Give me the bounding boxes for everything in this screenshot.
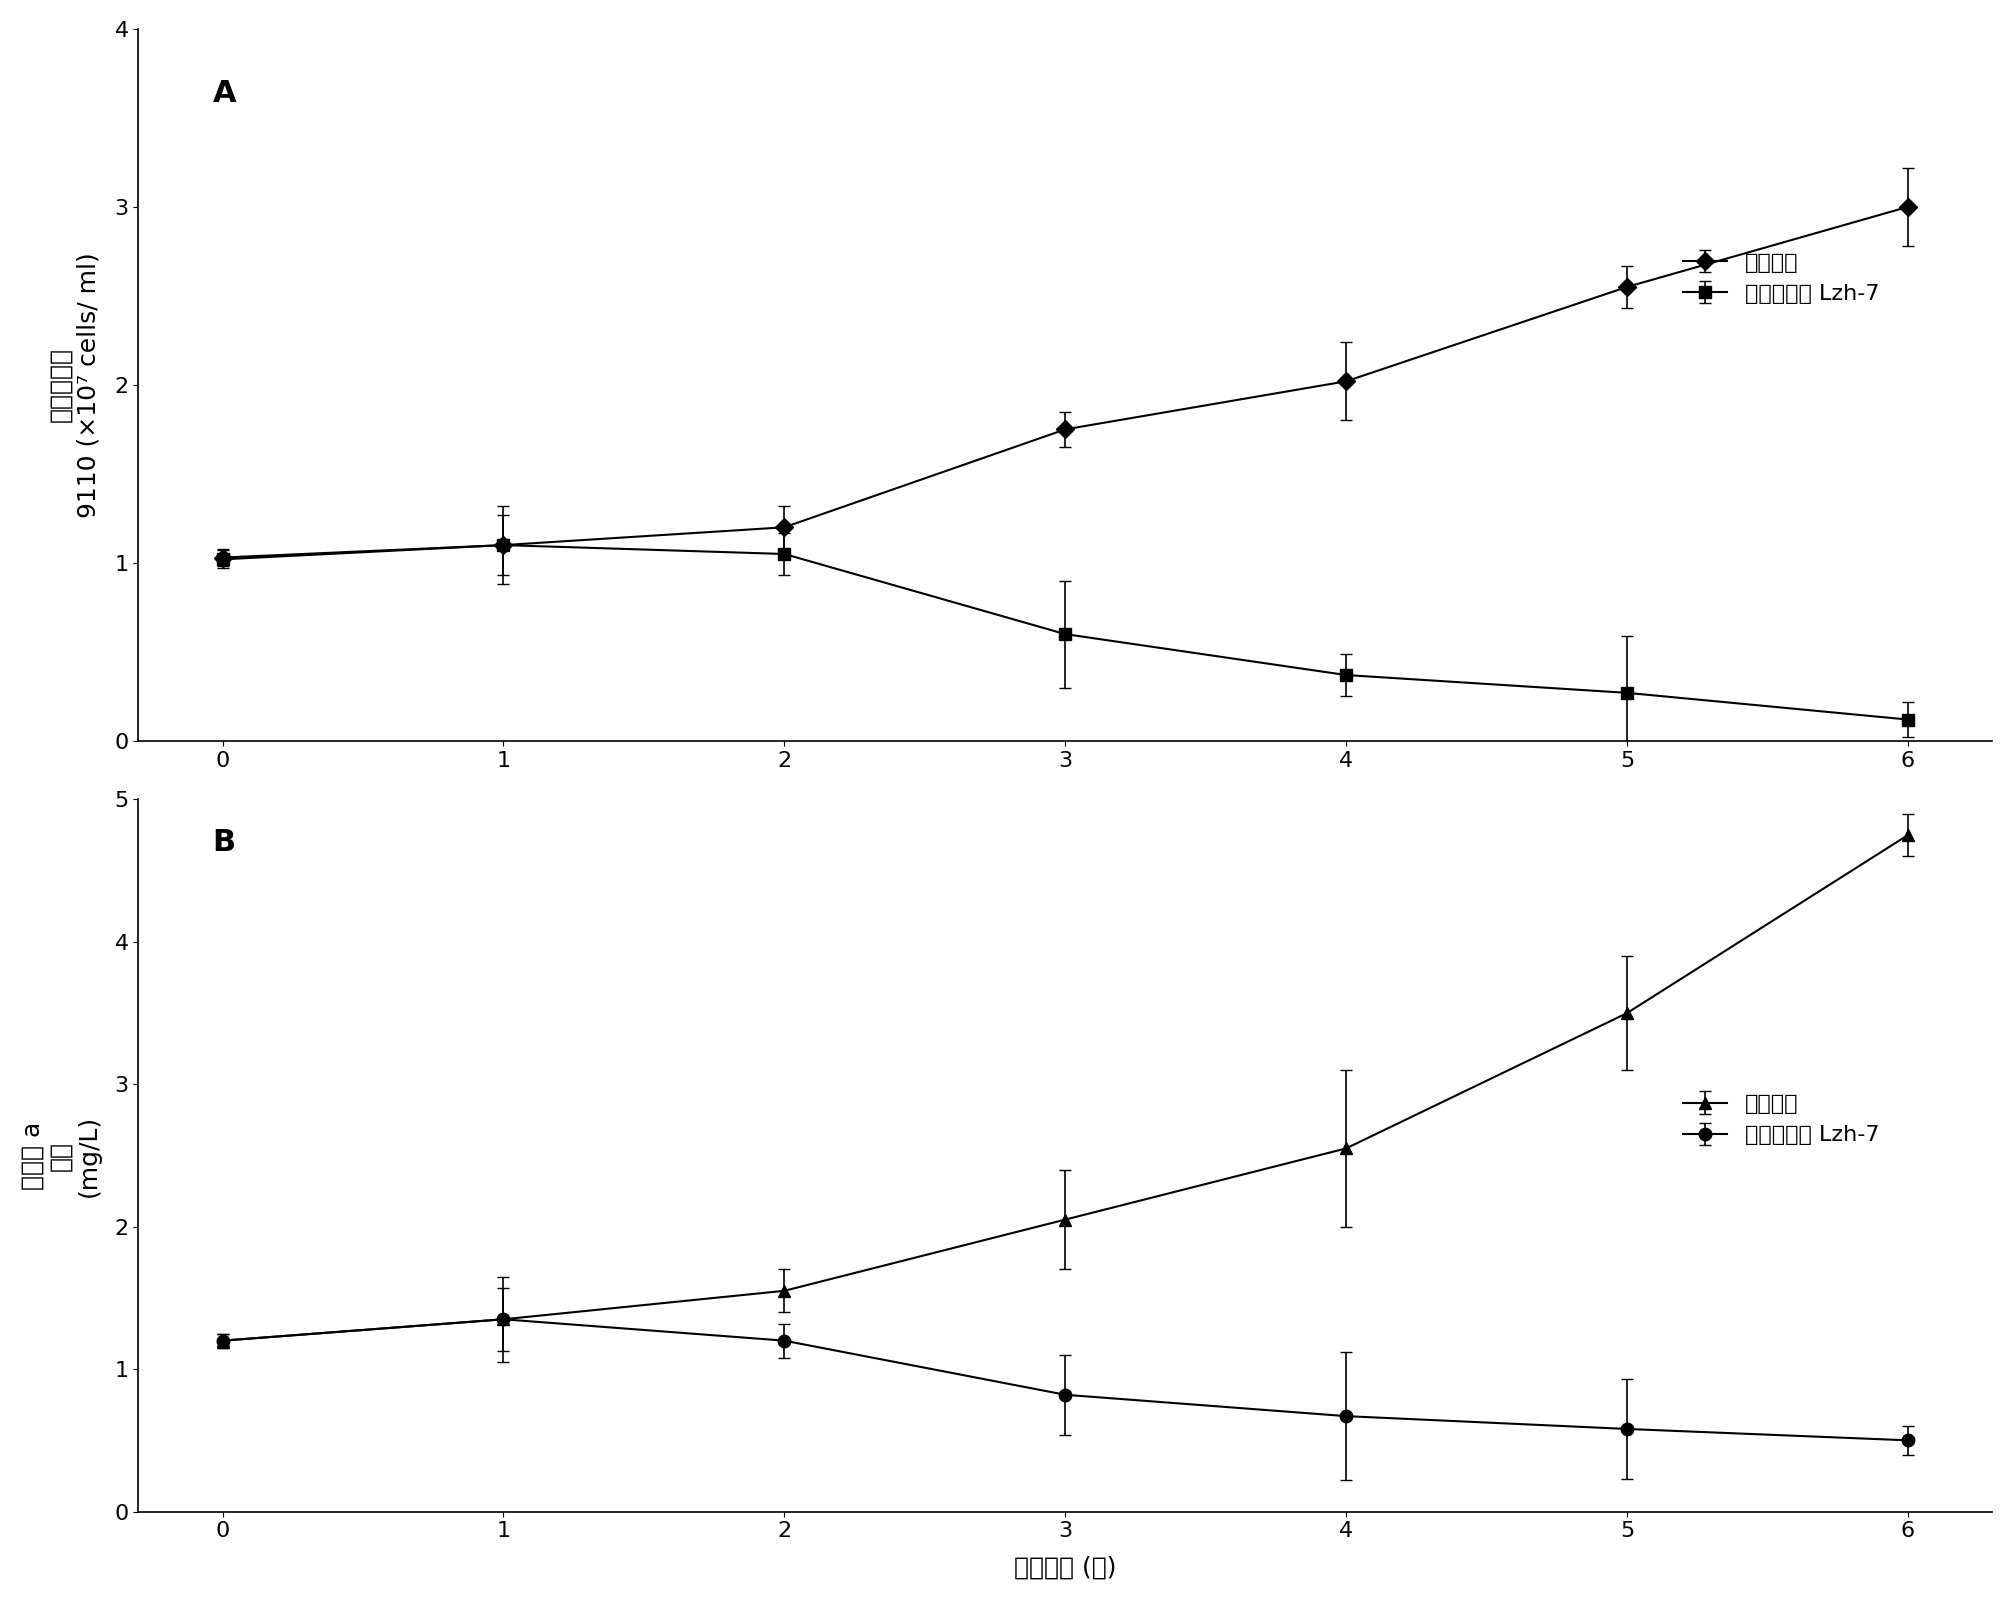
Legend: 空白对照, 寡养单胞菌 Lzh-7: 空白对照, 寡养单胞菌 Lzh-7	[1675, 243, 1888, 312]
Legend: 空白对照, 寡养单胞菌 Lzh-7: 空白对照, 寡养单胞菌 Lzh-7	[1675, 1085, 1888, 1154]
Text: B: B	[213, 827, 236, 858]
Y-axis label: 铜绿微囊藻
9110 (×10⁷ cells/ ml): 铜绿微囊藻 9110 (×10⁷ cells/ ml)	[48, 251, 101, 518]
X-axis label: 培养时间 (天): 培养时间 (天)	[1015, 1555, 1117, 1579]
Text: A: A	[213, 78, 236, 107]
Y-axis label: 叶綠素 a
浓度
(mg/L): 叶綠素 a 浓度 (mg/L)	[20, 1115, 101, 1197]
